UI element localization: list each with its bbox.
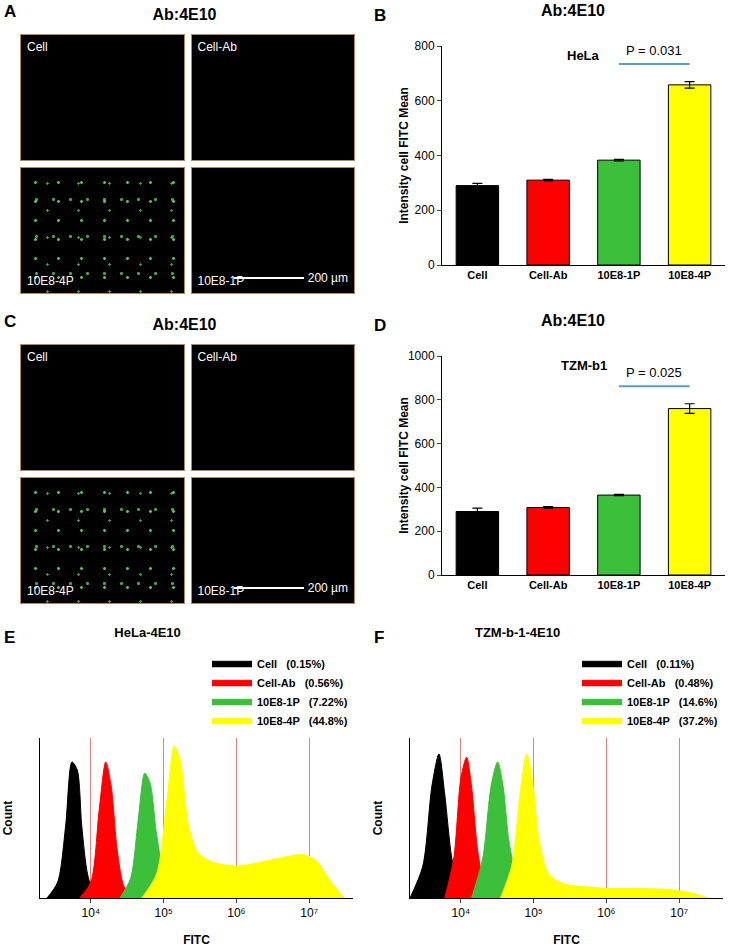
svg-text:1000: 1000 [408, 349, 435, 363]
html-text:Cell: Cell [27, 350, 48, 364]
svg-text:Ab:4E10: Ab:4E10 [541, 312, 605, 329]
svg-text:D: D [374, 316, 386, 335]
html-text:Ab:4E10: Ab:4E10 [152, 6, 217, 23]
svg-text:400: 400 [415, 481, 435, 495]
svg-text:10E8-1P (7.22%): 10E8-1P (7.22%) [257, 696, 348, 708]
html-text:C: C [4, 312, 17, 331]
html-text:10E8-1P: 10E8-1P [197, 274, 245, 288]
html-text:10E8-1P: 10E8-1P [197, 584, 245, 598]
svg-text:200: 200 [415, 524, 435, 538]
svg-text:Cell (0.11%): Cell (0.11%) [627, 658, 695, 670]
svg-text:0: 0 [428, 568, 435, 582]
svg-text:TZM-b-1-4E10: TZM-b-1-4E10 [475, 625, 560, 640]
svg-text:10⁵: 10⁵ [524, 906, 542, 920]
svg-text:10⁶: 10⁶ [597, 906, 615, 920]
html-text:Cell: Cell [27, 40, 48, 54]
svg-text:P = 0.025: P = 0.025 [626, 365, 682, 380]
svg-text:200: 200 [415, 203, 435, 217]
html-text:10E8-4P: 10E8-4P [27, 584, 74, 598]
svg-text:10⁷: 10⁷ [670, 906, 688, 920]
html-text:A: A [4, 2, 17, 21]
svg-text:10E8-1P: 10E8-1P [597, 579, 640, 591]
svg-text:Cell: Cell [467, 269, 487, 281]
svg-text:F: F [374, 628, 384, 647]
svg-text:FITC: FITC [553, 933, 580, 947]
svg-text:Intensity cell FITC Mean: Intensity cell FITC Mean [397, 87, 411, 224]
svg-text:400: 400 [415, 149, 435, 163]
html-text:200 µm: 200 µm [307, 271, 348, 285]
svg-text:Ab:4E10: Ab:4E10 [541, 2, 605, 19]
html-text:10E8-4P: 10E8-4P [27, 274, 74, 288]
svg-text:10⁷: 10⁷ [300, 906, 318, 920]
svg-text:10⁶: 10⁶ [227, 906, 245, 920]
svg-text:P = 0.031: P = 0.031 [626, 43, 682, 58]
svg-text:10E8-1P: 10E8-1P [597, 269, 640, 281]
svg-text:HeLa-4E10: HeLa-4E10 [114, 625, 180, 640]
svg-text:Count: Count [1, 801, 15, 836]
html-text:Cell-Ab: Cell-Ab [197, 350, 237, 364]
html-text:Ab:4E10: Ab:4E10 [152, 316, 217, 333]
svg-text:10⁴: 10⁴ [82, 906, 101, 920]
svg-text:Cell-Ab: Cell-Ab [529, 579, 568, 591]
svg-text:10⁴: 10⁴ [452, 906, 471, 920]
svg-text:Cell (0.15%): Cell (0.15%) [257, 658, 325, 670]
svg-text:600: 600 [415, 94, 435, 108]
svg-text:10E8-4P (44.8%): 10E8-4P (44.8%) [257, 715, 348, 727]
html-text:Cell-Ab: Cell-Ab [197, 40, 237, 54]
svg-text:TZM-b1: TZM-b1 [561, 358, 607, 373]
svg-text:600: 600 [415, 437, 435, 451]
svg-text:10E8-4P: 10E8-4P [668, 579, 711, 591]
svg-text:0: 0 [428, 258, 435, 272]
svg-text:10E8-1P (14.6%): 10E8-1P (14.6%) [627, 696, 718, 708]
svg-text:E: E [4, 628, 15, 647]
svg-text:Intensity cell FITC Mean: Intensity cell FITC Mean [397, 397, 411, 534]
svg-text:Cell-Ab (0.56%): Cell-Ab (0.56%) [257, 677, 344, 689]
svg-text:Cell-Ab (0.48%): Cell-Ab (0.48%) [627, 677, 714, 689]
svg-text:HeLa: HeLa [567, 48, 600, 63]
svg-text:FITC: FITC [183, 933, 210, 947]
svg-text:Cell-Ab: Cell-Ab [529, 269, 568, 281]
svg-text:B: B [374, 6, 386, 25]
svg-text:Cell: Cell [467, 579, 487, 591]
svg-text:10⁵: 10⁵ [154, 906, 172, 920]
svg-text:10E8-4P: 10E8-4P [668, 269, 711, 281]
svg-text:10E8-4P (37.2%): 10E8-4P (37.2%) [627, 715, 718, 727]
svg-text:Count: Count [371, 801, 385, 836]
svg-text:800: 800 [415, 393, 435, 407]
svg-text:800: 800 [415, 39, 435, 53]
html-text:200 µm: 200 µm [307, 581, 348, 595]
